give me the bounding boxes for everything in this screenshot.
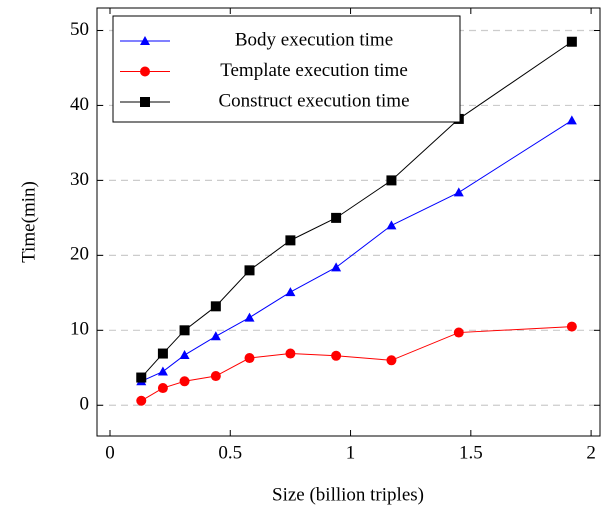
x-tick-label: 1 xyxy=(346,442,356,463)
y-tick-label: 0 xyxy=(80,394,90,415)
marker xyxy=(386,220,397,230)
marker xyxy=(157,366,168,376)
x-axis-label: Size (billion triples) xyxy=(272,484,424,505)
marker xyxy=(331,212,342,223)
marker xyxy=(566,36,577,47)
marker xyxy=(331,262,342,272)
marker xyxy=(566,115,577,125)
marker xyxy=(386,175,397,186)
marker xyxy=(210,301,221,312)
series-line xyxy=(140,41,573,378)
legend-label: Construct execution time xyxy=(218,90,409,111)
marker xyxy=(210,331,221,341)
x-tick-label: 0 xyxy=(105,442,115,463)
legend-marker xyxy=(140,66,150,77)
legend-label: Template execution time xyxy=(220,60,408,81)
marker xyxy=(285,287,296,297)
marker xyxy=(386,355,397,366)
y-tick-label: 30 xyxy=(70,169,89,190)
y-axis-label: Time(min) xyxy=(18,181,39,263)
marker xyxy=(136,372,147,383)
marker xyxy=(244,265,255,276)
y-tick-label: 10 xyxy=(70,319,89,340)
marker xyxy=(566,321,577,332)
marker xyxy=(136,395,147,406)
x-tick-label: 2 xyxy=(586,442,596,463)
marker xyxy=(179,325,190,336)
x-tick-label: 0.5 xyxy=(218,442,242,463)
legend-marker xyxy=(140,97,150,107)
marker xyxy=(453,327,464,338)
legend-label: Body execution time xyxy=(235,29,393,50)
marker xyxy=(157,383,168,394)
marker xyxy=(157,348,168,359)
y-tick-label: 50 xyxy=(70,19,89,40)
marker xyxy=(179,376,190,387)
marker xyxy=(331,350,342,361)
marker xyxy=(244,312,255,322)
marker xyxy=(453,187,464,197)
marker xyxy=(285,348,296,359)
marker xyxy=(244,353,255,364)
x-tick-label: 1.5 xyxy=(459,442,483,463)
marker xyxy=(179,350,190,360)
plot-frame xyxy=(96,7,601,437)
legend-box xyxy=(112,15,461,123)
series-line xyxy=(141,326,572,402)
legend-marker xyxy=(140,36,150,45)
series-line xyxy=(141,120,573,382)
marker xyxy=(210,371,221,382)
y-tick-label: 20 xyxy=(70,244,89,265)
y-tick-label: 40 xyxy=(70,94,89,115)
marker xyxy=(285,235,296,246)
legend: Body execution time Template execution ti… xyxy=(112,15,461,123)
